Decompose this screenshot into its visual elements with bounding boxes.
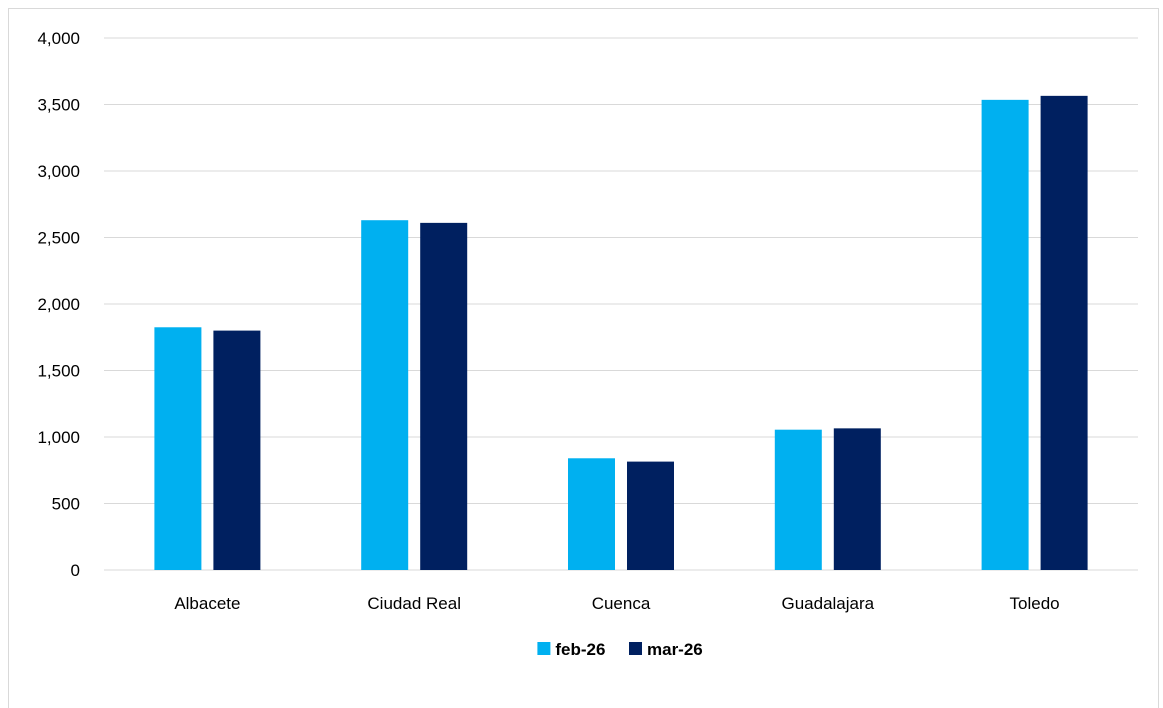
bars	[154, 95, 1088, 570]
x-axis-categories: Albacete Ciudad Real Cuenca Guadalajara Tole…	[174, 594, 1059, 613]
x-category-label: Toledo	[1010, 594, 1060, 613]
bar-mar-26	[420, 222, 468, 570]
y-tick-label: 500	[52, 495, 80, 514]
legend-swatch	[537, 642, 551, 655]
bar-mar-26	[627, 461, 674, 570]
x-category-label: Cuenca	[592, 594, 651, 613]
y-tick-label: 0	[71, 561, 80, 580]
chart-frame	[8, 8, 1159, 708]
x-category-label: Albacete	[174, 594, 240, 613]
legend-item: feb-26	[537, 640, 605, 659]
gridlines	[104, 37, 1138, 571]
bar-chart: 05001,0001,5002,0002,5003,0003,5004,000 …	[37, 29, 1138, 659]
bar-mar-26	[833, 428, 881, 570]
y-tick-label: 1,000	[37, 428, 80, 447]
legend-swatch	[629, 642, 642, 655]
bar-feb-26	[154, 327, 202, 570]
legend-label: mar-26	[647, 640, 703, 659]
bar-feb-26	[981, 99, 1029, 570]
y-tick-label: 2,500	[37, 229, 80, 248]
y-tick-label: 1,500	[37, 362, 80, 381]
bar-mar-26	[213, 330, 261, 570]
x-category-label: Guadalajara	[781, 594, 874, 613]
legend-item: mar-26	[629, 640, 703, 659]
legend-label: feb-26	[555, 640, 605, 659]
y-tick-label: 3,500	[37, 96, 80, 115]
y-axis-ticks: 0 500 1,000 1,500 2,000 2,500 3,000 3,500 4,000	[37, 29, 80, 580]
y-tick-label: 2,000	[37, 295, 80, 314]
y-tick-label: 4,000	[37, 29, 80, 48]
y-tick-label: 3,000	[37, 162, 80, 181]
x-category-label: Ciudad Real	[367, 594, 461, 613]
bar-feb-26	[774, 429, 822, 570]
legend: feb-26 mar-26	[537, 640, 703, 659]
bar-feb-26	[568, 458, 615, 570]
bar-mar-26	[1040, 95, 1088, 570]
bar-feb-26	[361, 220, 409, 570]
